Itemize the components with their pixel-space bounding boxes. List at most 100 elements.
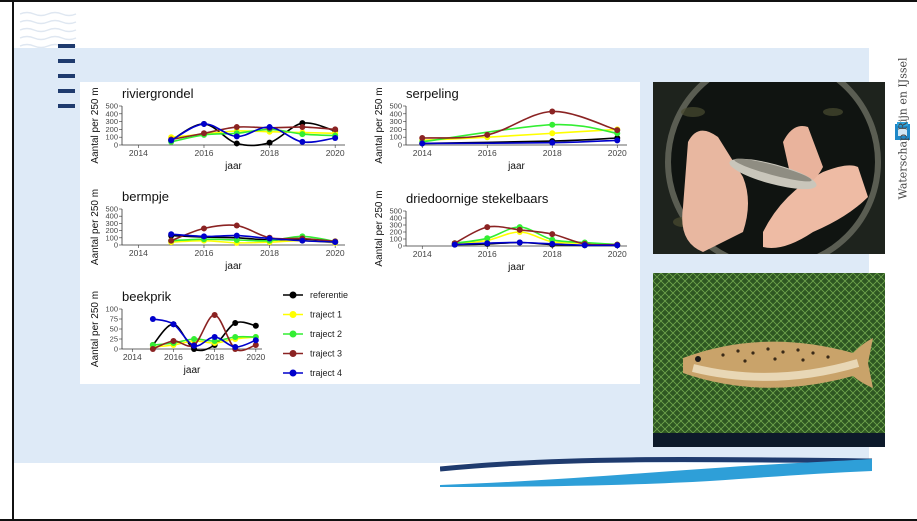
menu-bars-decoration bbox=[58, 44, 75, 119]
data-point bbox=[233, 124, 240, 131]
data-point bbox=[299, 124, 306, 131]
data-point bbox=[252, 322, 259, 329]
y-axis-label: Aantal per 250 m bbox=[374, 87, 385, 163]
data-point bbox=[484, 131, 491, 138]
data-point bbox=[168, 237, 175, 244]
data-point bbox=[232, 334, 239, 340]
data-point bbox=[419, 140, 426, 147]
x-tick-label: 2016 bbox=[195, 248, 214, 258]
data-point bbox=[516, 239, 523, 246]
y-tick-label: 75 bbox=[110, 315, 118, 324]
data-point bbox=[211, 334, 218, 340]
data-point bbox=[191, 342, 198, 349]
series-line-traject-4 bbox=[422, 139, 618, 145]
chart-title: beekprik bbox=[122, 289, 172, 304]
x-tick-label: 2014 bbox=[129, 148, 148, 158]
x-tick-label: 2018 bbox=[205, 352, 224, 362]
data-point bbox=[191, 336, 198, 342]
data-point bbox=[232, 320, 239, 326]
data-point bbox=[299, 237, 306, 244]
data-point bbox=[332, 239, 339, 246]
series-line-traject-3 bbox=[422, 110, 618, 139]
data-point bbox=[266, 139, 273, 146]
data-point bbox=[232, 344, 239, 350]
y-axis-label: Aantal per 250 m bbox=[374, 190, 385, 266]
menu-bar bbox=[58, 74, 75, 78]
menu-bar bbox=[58, 104, 75, 108]
x-tick-label: 2016 bbox=[478, 148, 497, 158]
x-axis-label: jaar bbox=[224, 261, 242, 272]
slide-border-top bbox=[0, 0, 917, 2]
legend-label: referentie bbox=[310, 290, 348, 300]
data-point bbox=[233, 236, 240, 243]
x-tick-label: 2018 bbox=[260, 248, 279, 258]
data-point bbox=[614, 127, 621, 134]
x-tick-label: 2020 bbox=[326, 148, 345, 158]
data-point bbox=[170, 338, 177, 344]
x-tick-label: 2014 bbox=[413, 148, 432, 158]
y-axis-label: Aantal per 250 m bbox=[90, 291, 101, 367]
y-tick-label: 400 bbox=[105, 212, 118, 221]
data-point bbox=[614, 242, 621, 249]
y-tick-label: 200 bbox=[105, 226, 118, 235]
y-tick-label: 25 bbox=[110, 335, 118, 344]
data-point bbox=[233, 140, 240, 147]
x-axis-label: jaar bbox=[224, 161, 242, 172]
x-tick-label: 2014 bbox=[123, 352, 142, 362]
x-tick-label: 2020 bbox=[608, 148, 627, 158]
menu-bar bbox=[58, 89, 75, 93]
y-tick-label: 0 bbox=[114, 241, 118, 250]
data-point bbox=[419, 134, 426, 141]
data-point bbox=[168, 137, 175, 144]
data-point bbox=[233, 232, 240, 239]
x-tick-label: 2020 bbox=[246, 352, 265, 362]
data-point bbox=[549, 240, 556, 247]
x-tick-label: 2016 bbox=[195, 148, 214, 158]
chart-title: riviergrondel bbox=[122, 86, 194, 101]
y-tick-label: 500 bbox=[389, 102, 402, 111]
legend-label: traject 3 bbox=[310, 349, 342, 359]
x-tick-label: 2020 bbox=[326, 248, 345, 258]
y-tick-label: 300 bbox=[105, 117, 118, 126]
data-point bbox=[200, 233, 207, 240]
data-point bbox=[549, 108, 556, 115]
data-point bbox=[516, 226, 523, 233]
y-tick-label: 500 bbox=[389, 207, 402, 216]
legend-swatch-dot bbox=[289, 311, 297, 318]
brand-emblem bbox=[895, 122, 910, 140]
y-tick-label: 500 bbox=[105, 205, 118, 214]
y-tick-label: 500 bbox=[105, 102, 118, 111]
menu-bar bbox=[58, 59, 75, 63]
y-axis-label: Aantal per 250 m bbox=[90, 189, 101, 265]
y-tick-label: 0 bbox=[398, 141, 402, 150]
y-tick-label: 0 bbox=[114, 345, 118, 354]
data-point bbox=[149, 346, 156, 352]
photo-trout-in-net-image bbox=[653, 273, 885, 447]
y-tick-label: 200 bbox=[105, 125, 118, 134]
x-axis-label: jaar bbox=[183, 365, 201, 376]
data-point bbox=[549, 236, 556, 243]
x-tick-label: 2018 bbox=[260, 148, 279, 158]
y-tick-label: 50 bbox=[110, 325, 118, 334]
x-tick-label: 2018 bbox=[543, 148, 562, 158]
legend: referentie traject 1 traject 2 traject 3 tra… bbox=[283, 290, 348, 378]
y-tick-label: 100 bbox=[389, 133, 402, 142]
data-point bbox=[252, 342, 259, 348]
data-point bbox=[581, 242, 588, 249]
x-tick-label: 2018 bbox=[543, 249, 562, 259]
chart-area: riviergrondel 0 100 200 300 400 500 2014 2016 201… bbox=[80, 82, 640, 384]
data-point bbox=[451, 241, 458, 248]
y-axis-label: Aantal per 250 m bbox=[90, 87, 101, 163]
data-point bbox=[549, 130, 556, 137]
data-point bbox=[200, 225, 207, 232]
data-point bbox=[233, 222, 240, 229]
data-point bbox=[211, 312, 218, 318]
y-tick-label: 400 bbox=[389, 109, 402, 118]
photo-fish-in-hands bbox=[653, 82, 885, 254]
legend-swatch-dot bbox=[289, 369, 297, 377]
legend-swatch-dot bbox=[289, 330, 297, 338]
